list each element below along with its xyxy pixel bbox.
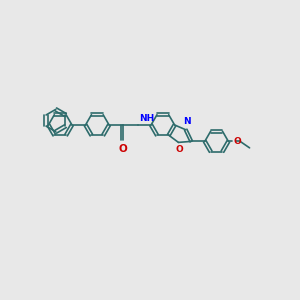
Text: O: O [176, 145, 183, 154]
Text: NH: NH [139, 114, 154, 123]
Text: O: O [233, 137, 241, 146]
Text: O: O [118, 144, 127, 154]
Text: N: N [183, 117, 190, 126]
